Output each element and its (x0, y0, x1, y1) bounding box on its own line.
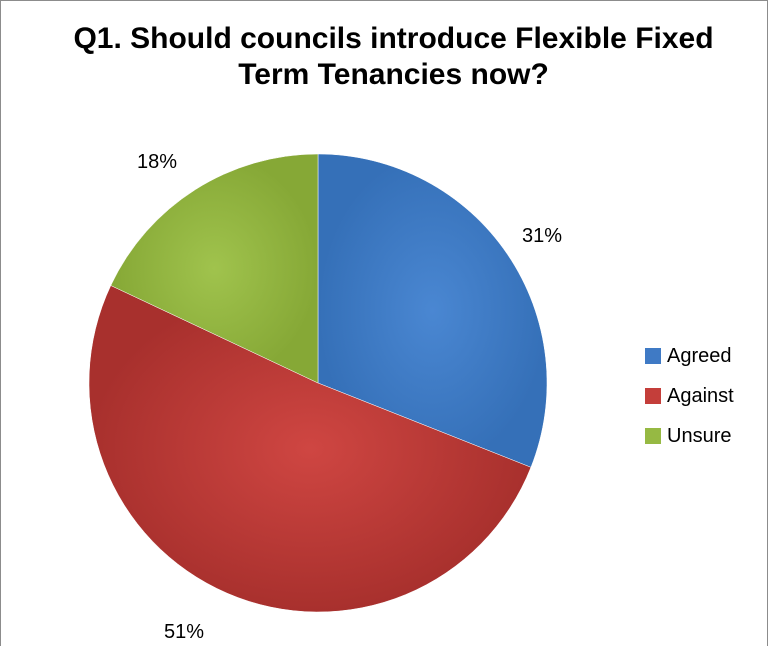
data-label-agreed: 31% (522, 225, 563, 247)
legend: Agreed Against Unsure (645, 336, 734, 456)
chart-title-line-1: Q1. Should councils introduce Flexible F… (73, 22, 714, 55)
legend-swatch-agreed (645, 348, 661, 364)
data-label-unsure: 18% (137, 151, 178, 173)
legend-label-against: Against (667, 384, 734, 407)
legend-item-agreed: Agreed (645, 336, 734, 376)
legend-label-agreed: Agreed (667, 344, 732, 367)
pie-slice-unsure (110, 153, 319, 384)
legend-item-against: Against (645, 376, 734, 416)
pie-slice-agreed (317, 153, 548, 468)
legend-label-unsure: Unsure (667, 424, 732, 447)
data-label-against: 51% (164, 621, 205, 643)
chart-title: Q1. Should councils introduce Flexible F… (1, 21, 769, 93)
legend-swatch-against (645, 388, 661, 404)
chart-title-line-2: Term Tenancies now? (238, 58, 549, 91)
legend-swatch-unsure (645, 428, 661, 444)
pie-slice-against (88, 285, 532, 613)
legend-item-unsure: Unsure (645, 416, 734, 456)
